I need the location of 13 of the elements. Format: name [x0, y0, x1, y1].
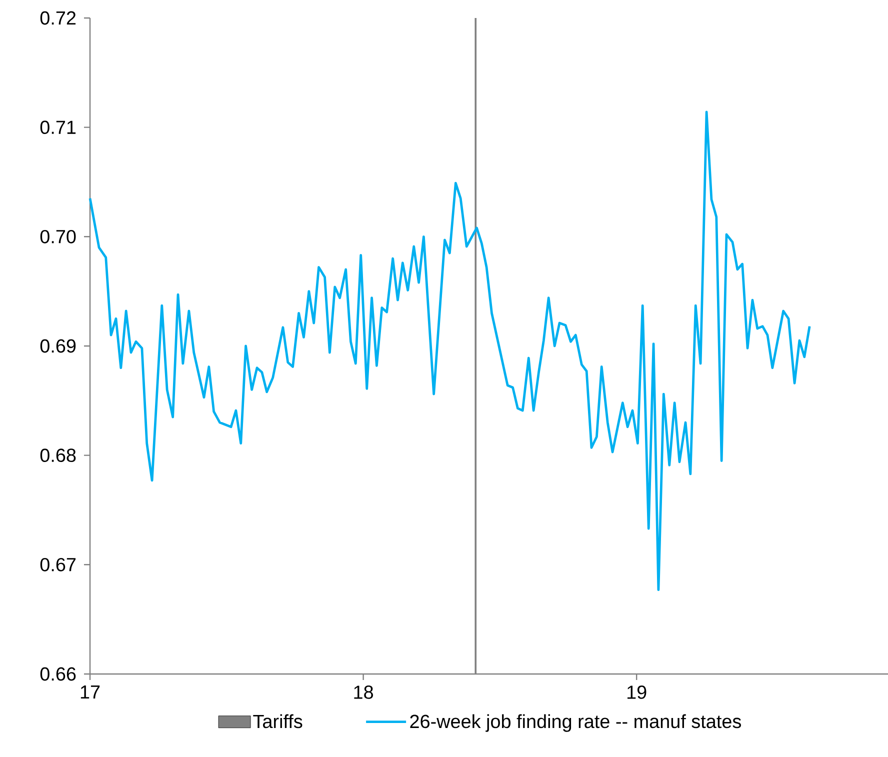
- y-tick-label: 0.67: [40, 558, 76, 572]
- legend-label: Tariffs: [253, 714, 302, 728]
- x-tick-label: 17: [80, 686, 100, 699]
- y-tick-label: 0.71: [40, 120, 76, 134]
- y-tick-label: 0.68: [40, 448, 76, 462]
- x-tick-label: 19: [627, 686, 646, 699]
- x-tick-label: 18: [354, 686, 373, 699]
- y-tick-label: 0.66: [40, 667, 76, 681]
- y-tick-label: 0.72: [40, 11, 76, 25]
- y-tick-label: 0.70: [40, 230, 76, 244]
- y-tick-label: 0.69: [40, 339, 76, 353]
- legend-label: 26-week job finding rate -- manuf states: [410, 714, 741, 732]
- line-series: [88, 110, 811, 591]
